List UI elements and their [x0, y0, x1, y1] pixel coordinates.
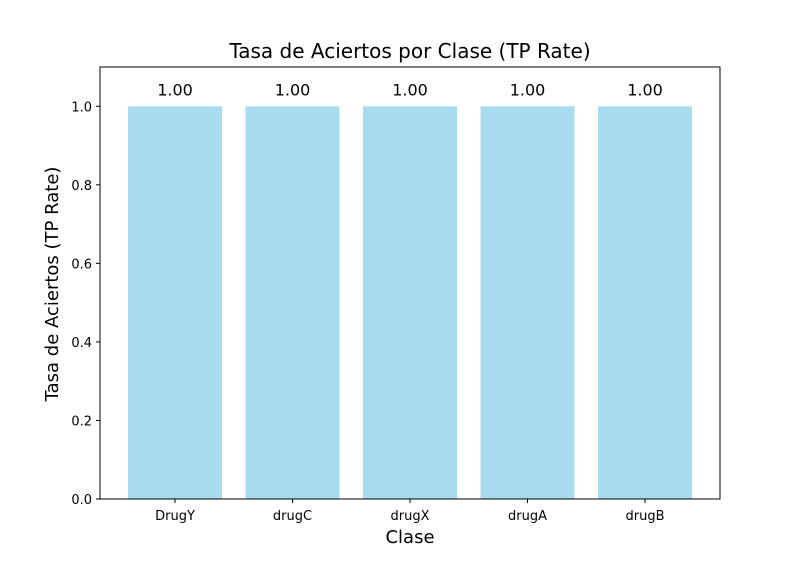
bar-drugX	[363, 106, 457, 499]
chart-title: Tasa de Aciertos por Clase (TP Rate)	[228, 39, 590, 63]
x-tick-label-drugA: drugA	[508, 509, 547, 524]
bar-DrugY	[128, 106, 222, 499]
data-label-DrugY: 1.00	[157, 80, 193, 99]
x-tick-label-DrugY: DrugY	[155, 509, 195, 524]
data-labels-layer: 1.00 1.00 1.00 1.00 1.00	[157, 80, 663, 99]
y-tick-label-1.0: 1.0	[71, 100, 92, 115]
x-tick-label-drugC: drugC	[273, 509, 312, 524]
y-tick-label-0.6: 0.6	[71, 257, 92, 272]
y-axis: 0.0 0.2 0.4 0.6 0.8 1.0	[71, 100, 100, 508]
bar-drugA	[480, 106, 575, 499]
x-axis-label: Clase	[385, 527, 434, 548]
data-label-drugX: 1.00	[392, 80, 428, 99]
bar-drugB	[598, 106, 692, 499]
y-tick-label-0.0: 0.0	[71, 493, 92, 508]
y-axis-label: Tasa de Aciertos (TP Rate)	[42, 167, 63, 403]
x-tick-label-drugB: drugB	[625, 509, 664, 524]
bar-drugC	[245, 106, 340, 499]
data-label-drugB: 1.00	[627, 80, 663, 99]
y-tick-label-0.2: 0.2	[71, 414, 92, 429]
y-tick-label-0.8: 0.8	[71, 179, 92, 194]
plot-frame	[99, 66, 721, 500]
bars-layer	[128, 106, 692, 499]
x-axis: DrugY drugC drugX drugA drugB	[155, 499, 665, 524]
x-tick-label-drugX: drugX	[391, 509, 430, 524]
data-label-drugC: 1.00	[275, 80, 311, 99]
data-label-drugA: 1.00	[510, 80, 546, 99]
y-tick-label-0.4: 0.4	[71, 336, 92, 351]
